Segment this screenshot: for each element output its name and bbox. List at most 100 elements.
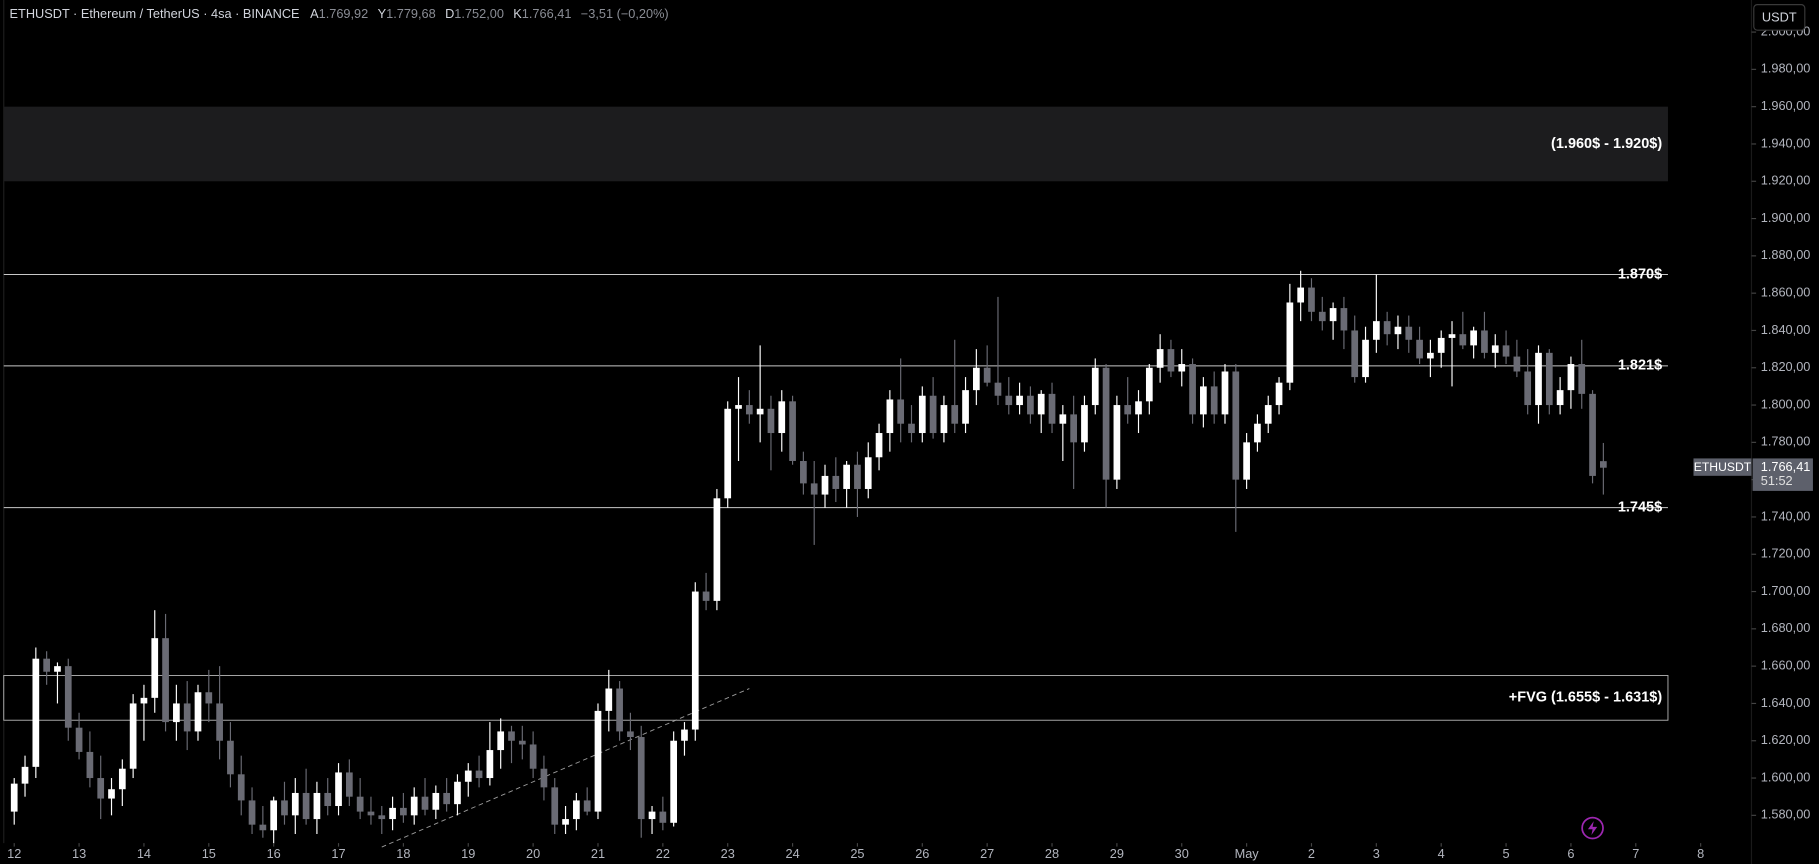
candle-body <box>994 382 1002 396</box>
candle-body <box>1362 339 1369 378</box>
ohlc-key: Y <box>378 6 387 21</box>
candle-body <box>1567 364 1575 391</box>
candle-body <box>367 811 375 816</box>
x-tick-label: 12 <box>7 846 21 861</box>
candle-body <box>10 783 18 812</box>
candle-body <box>1221 371 1229 415</box>
candle-body <box>1048 393 1056 424</box>
candle-body <box>378 815 386 820</box>
x-tick-label: 6 <box>1567 846 1574 861</box>
candle-body <box>864 457 872 489</box>
x-tick-label: 13 <box>72 846 86 861</box>
candle-body <box>183 703 191 732</box>
alert-icon[interactable] <box>1581 816 1604 840</box>
candle-body <box>443 792 450 805</box>
x-tick-label: 21 <box>591 846 605 861</box>
candle-body <box>929 395 937 434</box>
candle-body <box>400 807 407 816</box>
zone-label: (1.960$ - 1.920$) <box>1551 136 1662 152</box>
candle-body <box>886 399 894 434</box>
candle-body <box>1459 334 1467 346</box>
candle-body <box>21 766 29 784</box>
candle-body <box>1275 382 1283 406</box>
candle-body <box>1481 330 1488 353</box>
candle-body <box>1167 349 1175 372</box>
ohlc-value: 1.769,92 <box>319 6 369 21</box>
trendline <box>381 688 750 848</box>
y-tick-label: 1.880,00 <box>1761 247 1811 262</box>
candle-body <box>1394 326 1402 335</box>
candle-body <box>897 399 905 424</box>
candle-body <box>1535 352 1542 406</box>
candle-body <box>1491 345 1499 353</box>
y-tick-label: 1.960,00 <box>1761 98 1811 113</box>
ohlc-key: K <box>513 6 522 21</box>
candle-body <box>1448 334 1456 338</box>
ohlc-value: 1.766,41 <box>522 6 572 21</box>
x-tick-label: 24 <box>785 846 799 861</box>
x-tick-label: 29 <box>1110 846 1124 861</box>
candle-body <box>821 475 829 495</box>
currency-label[interactable]: USDT <box>1762 9 1797 24</box>
candle-body <box>1556 390 1564 406</box>
candle-body <box>1102 367 1110 480</box>
candle-body <box>1264 405 1272 424</box>
candle-body <box>594 710 602 812</box>
candle-body <box>1070 414 1077 443</box>
candle-body <box>551 787 559 825</box>
x-tick-label: 17 <box>331 846 345 861</box>
candle-body <box>659 811 667 823</box>
candle-body <box>745 405 753 415</box>
candle-body <box>918 395 926 434</box>
candle-body <box>410 796 418 816</box>
candle-body <box>421 796 429 810</box>
symbol: ETHUSDT · Ethereum / TetherUS · 4sa · BI… <box>10 6 300 21</box>
candle-body <box>1318 311 1326 322</box>
candle-body <box>627 731 634 738</box>
x-tick-label: May <box>1235 846 1260 861</box>
candle-body <box>670 740 678 823</box>
candle-body <box>1600 461 1607 468</box>
candle-body <box>486 750 494 779</box>
zones: (1.960$ - 1.920$) +FVG (1.655$ - 1.631$) <box>3 106 1669 721</box>
alert-icon-bolt <box>1587 821 1598 836</box>
candle-body <box>583 800 591 812</box>
candle-body <box>1232 371 1240 480</box>
candle-body <box>1005 395 1013 406</box>
currency-button[interactable] <box>1753 4 1806 31</box>
candle-body <box>86 751 94 779</box>
ohlc-value: 1.779,68 <box>386 6 436 21</box>
candle-body <box>1037 393 1045 415</box>
candle-body <box>1589 393 1596 476</box>
candle-body <box>129 703 137 769</box>
candle-body <box>454 781 461 805</box>
x-tick-label: 18 <box>396 846 410 861</box>
x-tick-label: 15 <box>202 846 216 861</box>
y-tick-label: 1.800,00 <box>1761 396 1811 411</box>
y-tick-label: 1.660,00 <box>1761 658 1811 673</box>
candle-body <box>1178 364 1186 372</box>
y-tick-label: 1.780,00 <box>1761 434 1811 449</box>
candle-body <box>1189 364 1196 415</box>
x-tick-label: 7 <box>1632 846 1639 861</box>
candle-body <box>324 792 332 807</box>
candle-body <box>875 433 883 458</box>
x-tick-label: 3 <box>1373 846 1380 861</box>
candle-body <box>735 405 742 409</box>
candle-body <box>1200 386 1207 415</box>
zone-label: +FVG (1.655$ - 1.631$) <box>1509 690 1663 706</box>
candle-body <box>356 796 364 812</box>
candle-body <box>605 688 613 711</box>
candle-body <box>227 740 234 775</box>
candle-body <box>832 475 840 489</box>
candle-body <box>248 800 256 825</box>
x-tick-label: 5 <box>1503 846 1510 861</box>
y-tick-label: 1.940,00 <box>1761 135 1811 150</box>
x-tick-label: 30 <box>1175 846 1189 861</box>
x-tick-label: 8 <box>1697 846 1704 861</box>
level-label: 1.870$ <box>1618 266 1662 282</box>
candle-body <box>1027 395 1034 415</box>
candle-body <box>259 824 267 831</box>
candle-body <box>497 731 505 751</box>
